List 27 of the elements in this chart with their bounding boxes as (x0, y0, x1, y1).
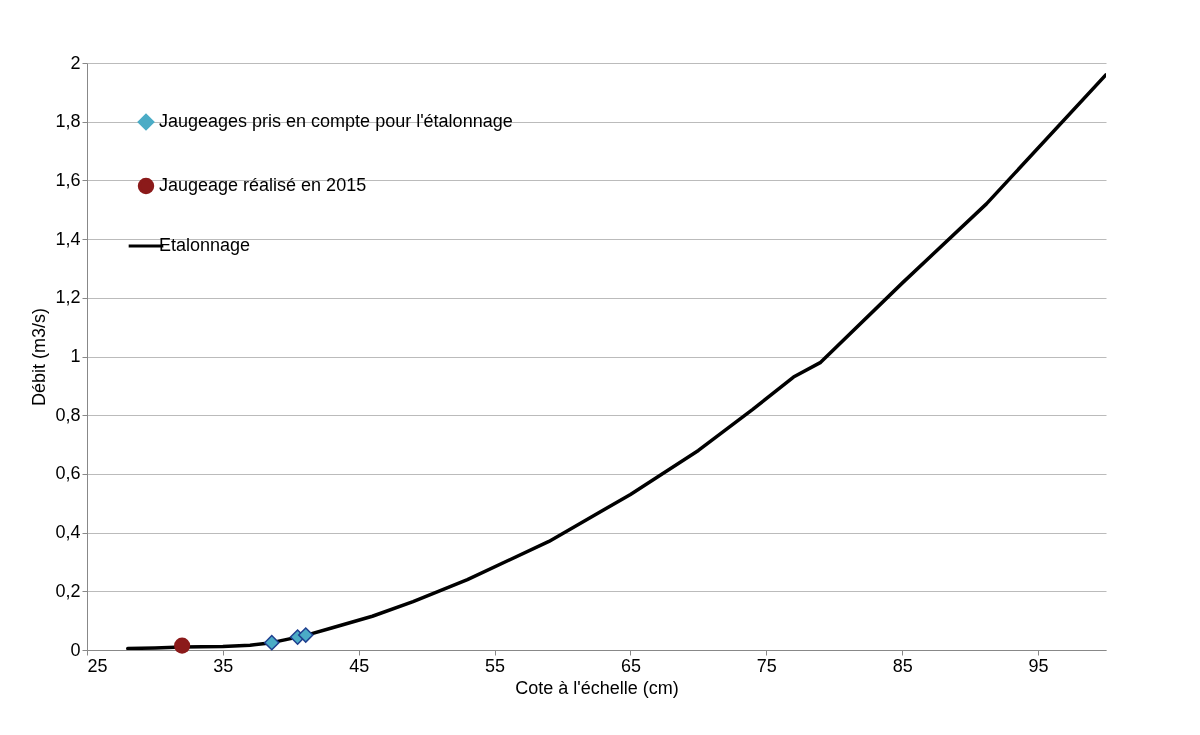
x-tick-label: 55 (485, 655, 506, 676)
y-tick-label: 1,4 (55, 228, 81, 249)
y-axis-title: Débit (m3/s) (29, 307, 50, 407)
x-tick-label: 35 (213, 655, 234, 676)
y-tick-label: 1,2 (55, 287, 81, 308)
legend-label: Jaugeage réalisé en 2015 (159, 175, 367, 195)
x-tick-label: 25 (87, 655, 108, 676)
x-tick-label: 95 (1028, 655, 1049, 676)
y-tick-label: 0,2 (55, 580, 81, 601)
x-tick-label: 45 (349, 655, 370, 676)
y-tick-label: 2 (70, 52, 81, 73)
point (263, 634, 280, 651)
x-tick-label: 65 (620, 655, 641, 676)
y-tick-label: 1,8 (55, 111, 81, 132)
y-tick-label: 0,8 (55, 404, 81, 425)
point (174, 637, 191, 654)
legend-label: Jaugeages pris en compte pour l'étalonnage (159, 111, 513, 131)
x-axis-title: Cote à l'échelle (cm) (515, 677, 679, 698)
legend-label: Etalonnage (159, 235, 251, 255)
y-tick-label: 0 (70, 639, 81, 660)
y-tick-label: 1,6 (55, 169, 81, 190)
y-tick-label: 0,6 (55, 463, 81, 484)
x-tick-label: 85 (892, 655, 913, 676)
point (297, 627, 314, 643)
x-tick-label: 75 (756, 655, 777, 676)
y-tick-label: 1 (70, 346, 81, 366)
y-tick-label: 0,4 (55, 522, 81, 543)
